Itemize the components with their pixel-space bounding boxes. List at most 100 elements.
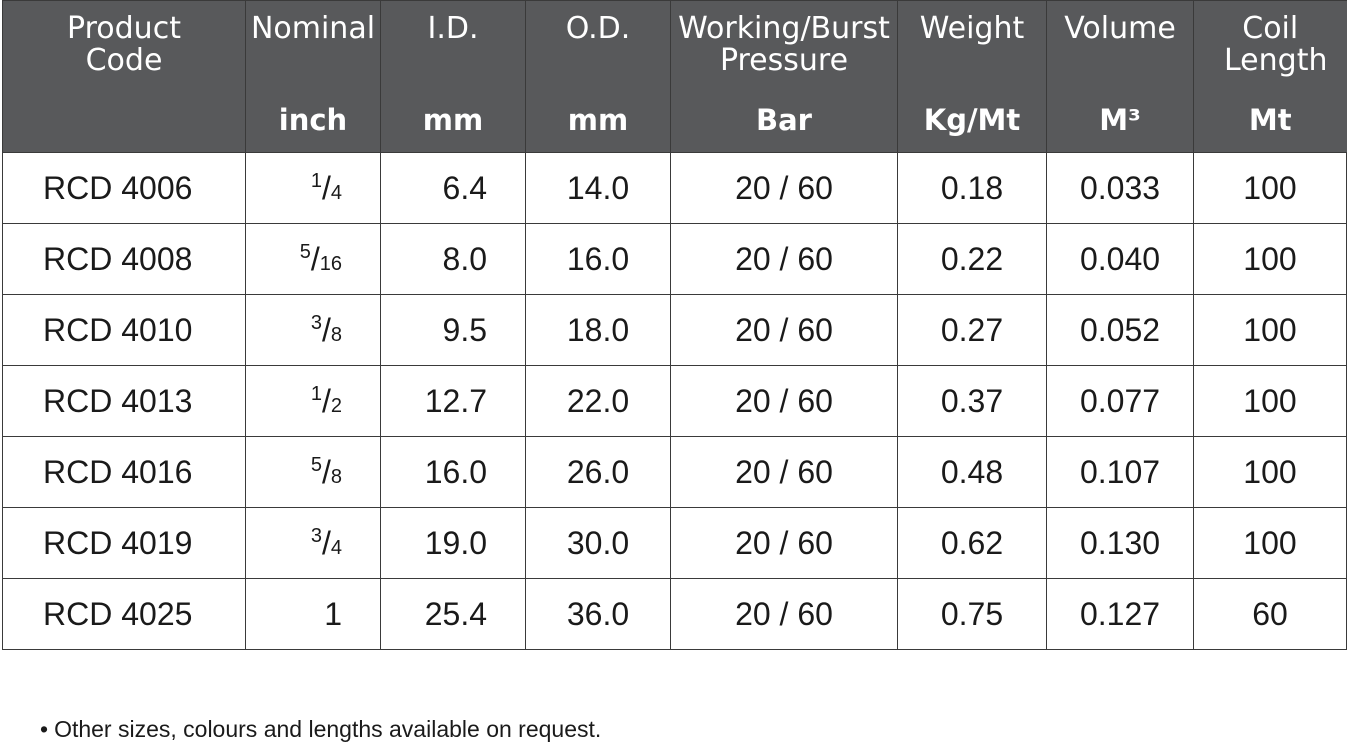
cell-nominal: 5/16 (245, 223, 381, 295)
cell-weight: 0.37 (897, 365, 1047, 437)
cell-id: 8.0 (380, 223, 526, 295)
cell-coil-length: 100 (1193, 507, 1347, 579)
cell-weight: 0.62 (897, 507, 1047, 579)
cell-product-code: RCD 4008 (2, 223, 246, 295)
cell-nominal: 3/4 (245, 507, 381, 579)
cell-product-code: RCD 4013 (2, 365, 246, 437)
bullet-icon: • (40, 716, 49, 742)
cell-id: 19.0 (380, 507, 526, 579)
cell-pressure: 20 / 60 (670, 152, 898, 224)
cell-volume: 0.052 (1046, 294, 1194, 366)
table-row: RCD 4006 1/4 6.4 14.0 20 / 60 0.18 0.033… (2, 152, 1347, 224)
cell-od: 36.0 (525, 578, 671, 650)
cell-id: 12.7 (380, 365, 526, 437)
cell-volume: 0.107 (1046, 436, 1194, 508)
table-row: RCD 4013 1/2 12.7 22.0 20 / 60 0.37 0.07… (2, 365, 1347, 437)
cell-product-code: RCD 4019 (2, 507, 246, 579)
header-unit: Mt (1248, 103, 1292, 137)
cell-od: 16.0 (525, 223, 671, 295)
header-pressure: Working/Burst Pressure Bar (670, 0, 898, 153)
cell-id: 6.4 (380, 152, 526, 224)
cell-nominal: 3/8 (245, 294, 381, 366)
cell-od: 22.0 (525, 365, 671, 437)
header-title: I.D. (427, 11, 479, 46)
cell-volume: 0.077 (1046, 365, 1194, 437)
nominal-numerator: 1 (310, 169, 322, 192)
cell-product-code: RCD 4006 (2, 152, 246, 224)
cell-coil-length: 100 (1193, 365, 1347, 437)
header-unit: Bar (756, 103, 812, 137)
cell-nominal: 5/8 (245, 436, 381, 508)
cell-od: 14.0 (525, 152, 671, 224)
table-row: RCD 4025 1 25.4 36.0 20 / 60 0.75 0.127 … (2, 578, 1347, 650)
cell-coil-length: 100 (1193, 223, 1347, 295)
header-weight: Weight Kg/Mt (897, 0, 1047, 153)
footnote-text: Other sizes, colours and lengths availab… (54, 716, 602, 742)
header-title: O.D. (565, 11, 631, 46)
nominal-numerator: 3 (310, 524, 322, 547)
nominal-numerator: 1 (310, 382, 322, 405)
header-title: Coil Length (1224, 11, 1328, 78)
cell-od: 18.0 (525, 294, 671, 366)
cell-product-code: RCD 4016 (2, 436, 246, 508)
header-title: Volume (1064, 11, 1176, 46)
spec-table: Product Code Nominal inch I.D. mm O.D. mm W… (2, 0, 1347, 650)
cell-od: 30.0 (525, 507, 671, 579)
header-volume: Volume M³ (1046, 0, 1194, 153)
cell-product-code: RCD 4010 (2, 294, 246, 366)
header-unit: M³ (1099, 103, 1141, 137)
cell-pressure: 20 / 60 (670, 507, 898, 579)
cell-product-code: RCD 4025 (2, 578, 246, 650)
header-unit: inch (278, 103, 348, 137)
nominal-denominator: 16 (319, 252, 342, 275)
header-od: O.D. mm (525, 0, 671, 153)
header-unit: mm (422, 103, 484, 137)
cell-pressure: 20 / 60 (670, 223, 898, 295)
cell-weight: 0.27 (897, 294, 1047, 366)
nominal-denominator: 8 (330, 323, 342, 346)
footnote: • Other sizes, colours and lengths availa… (40, 716, 601, 743)
header-title: Product Code (67, 11, 181, 78)
header-row: Product Code Nominal inch I.D. mm O.D. mm W… (2, 0, 1347, 153)
cell-id: 25.4 (380, 578, 526, 650)
cell-id: 16.0 (380, 436, 526, 508)
table-row: RCD 4010 3/8 9.5 18.0 20 / 60 0.27 0.052… (2, 294, 1347, 366)
header-unit: mm (567, 103, 629, 137)
cell-nominal: 1/4 (245, 152, 381, 224)
cell-pressure: 20 / 60 (670, 365, 898, 437)
nominal-numerator: 3 (310, 311, 322, 334)
nominal-numerator: 5 (310, 453, 322, 476)
header-title: Nominal (250, 11, 376, 46)
table-row: RCD 4008 5/16 8.0 16.0 20 / 60 0.22 0.04… (2, 223, 1347, 295)
cell-pressure: 20 / 60 (670, 294, 898, 366)
header-nominal: Nominal inch (245, 0, 381, 153)
cell-coil-length: 100 (1193, 152, 1347, 224)
nominal-denominator: 8 (330, 465, 342, 488)
cell-coil-length: 100 (1193, 294, 1347, 366)
nominal-denominator: 2 (330, 394, 342, 417)
header-title: Working/Burst Pressure (678, 11, 890, 78)
cell-coil-length: 100 (1193, 436, 1347, 508)
header-coil-length: Coil Length Mt (1193, 0, 1347, 153)
cell-od: 26.0 (525, 436, 671, 508)
cell-volume: 0.127 (1046, 578, 1194, 650)
cell-pressure: 20 / 60 (670, 578, 898, 650)
cell-weight: 0.22 (897, 223, 1047, 295)
nominal-numerator: 5 (299, 240, 311, 263)
table-row: RCD 4019 3/4 19.0 30.0 20 / 60 0.62 0.13… (2, 507, 1347, 579)
header-unit: Kg/Mt (923, 103, 1021, 137)
nominal-denominator: 4 (330, 181, 342, 204)
nominal-denominator: 4 (330, 536, 342, 559)
cell-id: 9.5 (380, 294, 526, 366)
cell-pressure: 20 / 60 (670, 436, 898, 508)
cell-volume: 0.130 (1046, 507, 1194, 579)
header-product-code: Product Code (2, 0, 246, 153)
cell-volume: 0.033 (1046, 152, 1194, 224)
table-row: RCD 4016 5/8 16.0 26.0 20 / 60 0.48 0.10… (2, 436, 1347, 508)
cell-weight: 0.75 (897, 578, 1047, 650)
header-id: I.D. mm (380, 0, 526, 153)
header-title: Weight (919, 11, 1025, 46)
cell-weight: 0.18 (897, 152, 1047, 224)
cell-nominal: 1 (245, 578, 381, 650)
cell-coil-length: 60 (1193, 578, 1347, 650)
